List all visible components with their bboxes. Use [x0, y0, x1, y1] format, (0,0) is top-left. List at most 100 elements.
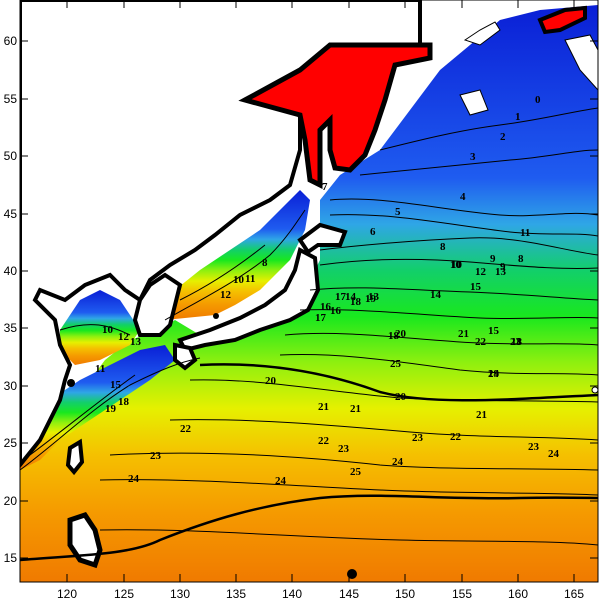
island-dot — [67, 379, 75, 387]
korea-peninsula — [132, 272, 183, 337]
ice-patch — [564, 34, 598, 91]
contour-label: 20 — [395, 391, 407, 403]
red-landmass — [238, 42, 433, 190]
plot-frame — [19, 0, 599, 583]
x-tick-label: 145 — [339, 587, 359, 601]
contour-label: 4 — [460, 191, 466, 203]
contour-label: 21 — [476, 409, 487, 421]
contour-label: 6 — [370, 226, 376, 238]
y-tick-label: 30 — [4, 379, 18, 393]
contour-label: 13 — [495, 266, 507, 278]
contour-label: 10 — [451, 259, 463, 271]
sea-of-japan — [165, 190, 310, 320]
contour-label: 23 — [412, 432, 424, 444]
x-tick-label: 150 — [395, 587, 415, 601]
x-tick-label: 140 — [282, 587, 302, 601]
y-tick-label: 25 — [4, 436, 18, 450]
thick-contours — [20, 363, 598, 562]
contour-label: 10 — [450, 259, 462, 271]
contour-label: 24 — [548, 448, 560, 460]
x-tick-label: 125 — [114, 587, 134, 601]
contour-label: 12 — [118, 331, 130, 343]
y-tick-label: 45 — [4, 207, 18, 221]
contour-label: 21 — [350, 403, 361, 415]
contour-lines — [20, 107, 598, 546]
y-tick-label: 50 — [4, 149, 18, 163]
hokkaido — [297, 222, 348, 255]
x-tick-label: 135 — [226, 587, 246, 601]
contour-label: 11 — [520, 227, 530, 239]
kamchatka-tip — [537, 5, 587, 35]
contour-label: 24 — [275, 475, 287, 487]
contour-label: 18 — [388, 330, 400, 342]
contour-label: 25 — [350, 466, 362, 478]
contour-label: 19 — [105, 403, 117, 415]
contour-label: 23 — [510, 336, 522, 348]
contour-label: 19 — [488, 368, 500, 380]
contour-label: 20 — [265, 375, 277, 387]
contour-label: 15 — [110, 379, 122, 391]
contour-label: 22 — [475, 336, 487, 348]
contour-label: 25 — [390, 358, 402, 370]
contour-label: 3 — [470, 151, 476, 163]
y-tick-label: 55 — [4, 92, 18, 106]
contour-label: 23 — [150, 450, 162, 462]
contour-label: 8 — [518, 253, 524, 265]
contour-label: 11 — [245, 273, 255, 285]
contour-label: 1 — [515, 111, 521, 123]
x-tick-label: 165 — [564, 587, 584, 601]
contour-label: 16 — [330, 305, 342, 317]
y-tick-label: 35 — [4, 321, 18, 335]
contour-label: 8 — [440, 241, 446, 253]
y-tick-label: 60 — [4, 34, 18, 48]
contour-label: 11 — [95, 363, 105, 375]
contour-label: 8 — [262, 257, 268, 269]
contour-label: 24 — [392, 456, 404, 468]
contour-label: 9 — [500, 261, 506, 273]
contour-label: 7 — [322, 181, 328, 193]
contour-label: 22 — [180, 423, 192, 435]
luzon — [67, 512, 103, 569]
contour-label: 15 — [470, 281, 482, 293]
contour-label: 23 — [528, 441, 540, 453]
contour-label: 14 — [430, 289, 442, 301]
honshu — [177, 247, 321, 353]
contour-label: 16 — [320, 301, 332, 313]
contour-label: 19 — [365, 293, 377, 305]
contour-label: 13 — [368, 291, 380, 303]
yellow-sea — [60, 290, 140, 365]
contour-label: 18 — [511, 336, 523, 348]
contour-label: 5 — [395, 206, 401, 218]
contour-label: 12 — [220, 289, 232, 301]
contour-label: 17 — [315, 312, 327, 324]
island-dot — [591, 386, 598, 394]
kyushu — [173, 342, 198, 371]
contour-label: 10 — [233, 274, 245, 286]
contour-label: 2 — [500, 131, 506, 143]
island-dot — [213, 313, 219, 319]
x-axis: 120 125 130 135 140 145 150 155 160 165 — [57, 0, 584, 601]
y-tick-label: 40 — [4, 264, 18, 278]
contour-label: 24 — [128, 473, 140, 485]
x-tick-label: 120 — [57, 587, 77, 601]
y-tick-label: 15 — [4, 551, 18, 565]
x-tick-label: 160 — [508, 587, 528, 601]
contour-label: 12 — [475, 266, 487, 278]
contour-label: 18 — [118, 396, 130, 408]
contour-label: 0 — [535, 94, 541, 106]
contour-label: 22 — [450, 431, 462, 443]
x-tick-label: 130 — [170, 587, 190, 601]
ice-patch — [459, 89, 489, 116]
contour-label: 13 — [130, 336, 142, 348]
contour-label: 21 — [318, 401, 329, 413]
contour-label: 18 — [350, 296, 362, 308]
contour-label: 22 — [318, 435, 330, 447]
contour-label: 15 — [488, 325, 500, 337]
contour-label: 20 — [395, 328, 407, 340]
taiwan — [65, 438, 85, 476]
ice-patch — [463, 21, 501, 46]
contour-label: 10 — [102, 324, 114, 336]
contour-label: 17 — [335, 291, 347, 303]
